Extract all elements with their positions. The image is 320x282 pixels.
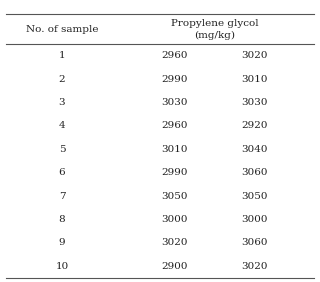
- Text: 3060: 3060: [242, 238, 268, 247]
- Text: 1: 1: [59, 51, 65, 60]
- Text: 10: 10: [55, 262, 68, 271]
- Text: 3030: 3030: [242, 98, 268, 107]
- Text: 9: 9: [59, 238, 65, 247]
- Text: 2990: 2990: [162, 168, 188, 177]
- Text: 3010: 3010: [162, 145, 188, 154]
- Text: 2: 2: [59, 75, 65, 83]
- Text: 2960: 2960: [162, 121, 188, 130]
- Text: 3: 3: [59, 98, 65, 107]
- Text: 7: 7: [59, 191, 65, 201]
- Text: 3030: 3030: [162, 98, 188, 107]
- Text: 2920: 2920: [242, 121, 268, 130]
- Text: 3050: 3050: [162, 191, 188, 201]
- Text: 4: 4: [59, 121, 65, 130]
- Text: 3040: 3040: [242, 145, 268, 154]
- Text: 2990: 2990: [162, 75, 188, 83]
- Text: Propylene glycol: Propylene glycol: [171, 19, 259, 28]
- Text: 8: 8: [59, 215, 65, 224]
- Text: 3020: 3020: [242, 262, 268, 271]
- Text: No. of sample: No. of sample: [26, 25, 98, 34]
- Text: 3050: 3050: [242, 191, 268, 201]
- Text: 3060: 3060: [242, 168, 268, 177]
- Text: 3000: 3000: [242, 215, 268, 224]
- Text: 2960: 2960: [162, 51, 188, 60]
- Text: 5: 5: [59, 145, 65, 154]
- Text: 3020: 3020: [162, 238, 188, 247]
- Text: 6: 6: [59, 168, 65, 177]
- Text: 2900: 2900: [162, 262, 188, 271]
- Text: (mg/kg): (mg/kg): [195, 31, 236, 40]
- Text: 3020: 3020: [242, 51, 268, 60]
- Text: 3010: 3010: [242, 75, 268, 83]
- Text: 3000: 3000: [162, 215, 188, 224]
